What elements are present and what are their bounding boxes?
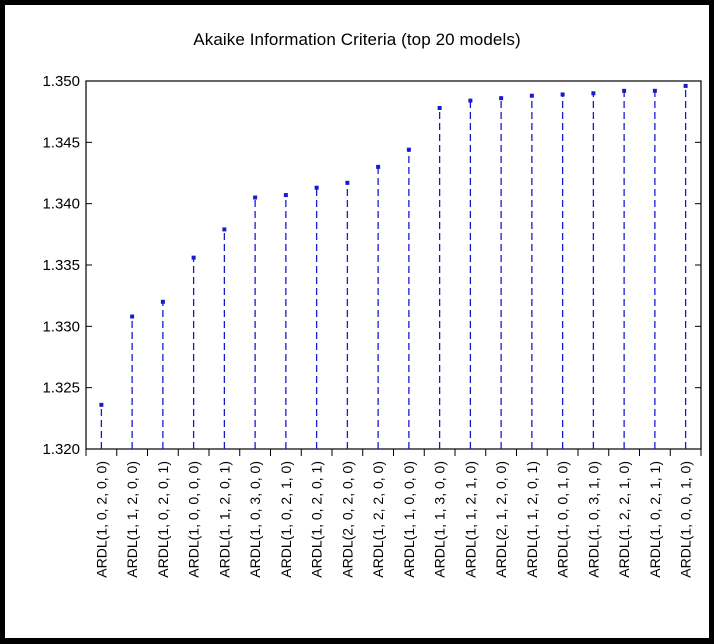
data-point [191, 255, 196, 260]
data-point [253, 195, 258, 200]
data-point [345, 180, 350, 185]
data-point [314, 185, 319, 190]
data-point [529, 93, 534, 98]
data-point [652, 88, 657, 93]
x-tick-label: ARDL(1, 0, 0, 0, 0) [186, 461, 202, 578]
data-point [406, 147, 411, 152]
y-tick-label: 1.335 [42, 257, 80, 274]
y-tick-label: 1.330 [42, 318, 80, 335]
y-tick-label: 1.340 [42, 196, 80, 213]
data-point [283, 193, 288, 198]
x-tick-label: ARDL(1, 0, 0, 1, 0) [555, 461, 571, 578]
chart-title: Akaike Information Criteria (top 20 mode… [193, 30, 521, 49]
x-tick-label: ARDL(1, 0, 2, 0, 1) [155, 461, 171, 578]
x-tick-label: ARDL(1, 1, 2, 1, 0) [462, 461, 478, 578]
x-axis-ticks: ARDL(1, 0, 2, 0, 0) ARDL(1, 1, 2, 0, 0) AR… [85, 449, 702, 578]
data-point [437, 105, 442, 110]
x-tick-label: ARDL(1, 0, 2, 1, 1) [647, 461, 663, 578]
x-tick-label: ARDL(2, 0, 2, 0, 0) [339, 461, 355, 578]
y-tick-label: 1.320 [42, 441, 80, 458]
data-point [468, 98, 473, 103]
data-marks [99, 83, 688, 449]
x-tick-label: ARDL(1, 0, 2, 0, 1) [309, 461, 325, 578]
x-tick-label: ARDL(1, 1, 0, 0, 0) [401, 461, 417, 578]
data-point [160, 299, 165, 304]
data-point [683, 83, 688, 88]
plot-area-border [85, 80, 702, 450]
data-point [591, 91, 596, 96]
x-tick-label: ARDL(1, 1, 2, 0, 0) [124, 461, 140, 578]
x-tick-label: ARDL(1, 1, 2, 0, 1) [216, 461, 232, 578]
x-tick-label: ARDL(1, 0, 0, 1, 0) [678, 461, 694, 578]
x-tick-label: ARDL(1, 1, 2, 0, 1) [524, 461, 540, 578]
x-tick-label: ARDL(1, 1, 3, 0, 0) [432, 461, 448, 578]
x-tick-label: ARDL(1, 2, 2, 1, 0) [616, 461, 632, 578]
data-point [622, 88, 627, 93]
x-tick-label: ARDL(1, 0, 3, 1, 0) [585, 461, 601, 578]
y-tick-label: 1.345 [42, 134, 80, 151]
data-point [560, 92, 565, 97]
data-point [499, 96, 504, 101]
y-axis-ticks: 1.320 1.325 1.330 1.335 1.340 1.345 1.350 [42, 73, 701, 458]
x-tick-label: ARDL(1, 0, 3, 0, 0) [247, 461, 263, 578]
x-tick-label: ARDL(1, 0, 2, 1, 0) [278, 461, 294, 578]
y-tick-label: 1.350 [42, 73, 80, 90]
plot-axes [85, 80, 702, 450]
y-tick-label: 1.325 [42, 380, 80, 397]
data-point [222, 227, 227, 232]
x-tick-label: ARDL(1, 2, 2, 0, 0) [370, 461, 386, 578]
x-tick-label: ARDL(2, 1, 2, 0, 0) [493, 461, 509, 578]
data-point [376, 164, 381, 169]
data-point [99, 402, 104, 407]
x-tick-label: ARDL(1, 0, 2, 0, 0) [93, 461, 109, 578]
data-point [130, 314, 135, 319]
